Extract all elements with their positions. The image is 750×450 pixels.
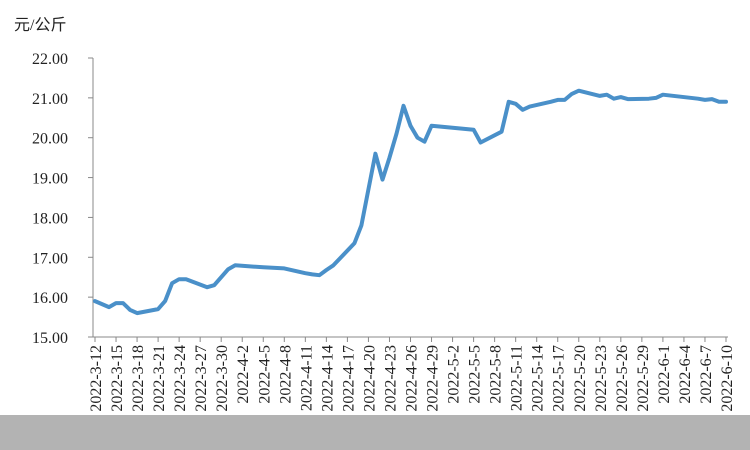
x-tick-label: 2022-5-2 [446,345,463,404]
x-tick-label: 2022-6-7 [698,345,715,404]
x-tick-label: 2022-3-15 [109,345,126,412]
x-tick-label: 2022-4-5 [256,345,273,404]
x-tick-label: 2022-5-5 [467,345,484,404]
x-tick-label: 2022-5-17 [551,345,568,412]
footer-band [0,415,750,450]
y-tick-label: 18.00 [32,210,68,227]
y-tick-label: 15.00 [32,330,68,347]
x-tick-label: 2022-4-2 [235,345,252,404]
data-line [93,88,728,316]
y-tick-label: 22.00 [32,51,68,68]
y-tick-label: 17.00 [32,250,68,267]
x-tick-label: 2022-4-20 [361,345,378,412]
x-tick-label: 2022-3-24 [172,345,189,412]
y-tick-label: 21.00 [32,91,68,108]
x-tick-label: 2022-5-14 [530,345,547,412]
x-tick-label: 2022-4-14 [319,345,336,412]
x-tick-label: 2022-3-27 [193,345,210,412]
x-tick-label: 2022-4-26 [404,345,421,412]
y-tick-label: 19.00 [32,171,68,188]
x-tick-label: 2022-3-12 [88,345,105,412]
y-tick-label: 16.00 [32,290,68,307]
x-tick-label: 2022-5-11 [509,345,526,411]
x-tick-label: 2022-5-26 [614,345,631,412]
x-tick-label: 2022-3-18 [130,345,147,412]
x-tick-label: 2022-4-23 [382,345,399,412]
x-tick-label: 2022-4-11 [298,345,315,411]
x-tick-label: 2022-4-8 [277,345,294,404]
x-tick-label: 2022-3-30 [214,345,231,412]
x-tick-label: 2022-5-29 [635,345,652,412]
x-tick-label: 2022-5-8 [488,345,505,404]
x-tick-label: 2022-4-29 [425,345,442,412]
x-tick-label: 2022-3-21 [151,345,168,412]
x-tick-label: 2022-5-20 [572,345,589,412]
x-tick-label: 2022-5-23 [593,345,610,412]
y-axis-label: 元/公斤 [14,16,66,34]
x-tick-label: 2022-6-1 [656,345,673,404]
x-tick-label: 2022-6-4 [677,345,694,404]
y-tick-label: 20.00 [32,131,68,148]
x-tick-label: 2022-6-10 [719,345,736,412]
x-tick-label: 2022-4-17 [340,345,357,412]
